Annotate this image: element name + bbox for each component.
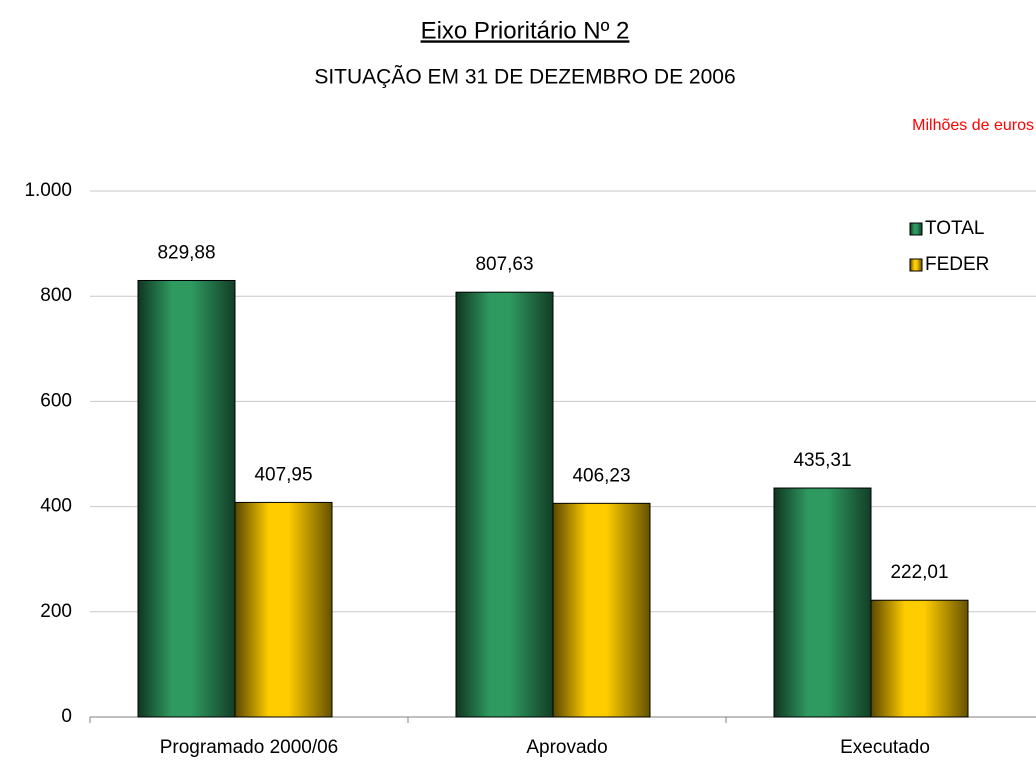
y-tick-label: 0: [61, 706, 72, 727]
bar: [234, 501, 333, 718]
value-label: 807,63: [475, 254, 533, 275]
legend-label: TOTAL: [925, 218, 984, 239]
chart-subtitle: SITUAÇÃO EM 31 DE DEZEMBRO DE 2006: [314, 65, 735, 89]
value-label: 407,95: [254, 464, 312, 485]
value-label: 222,01: [890, 562, 948, 583]
x-tick-label: Aprovado: [526, 737, 607, 758]
bar: [552, 502, 651, 718]
unit-note: Milhões de euros: [912, 117, 1034, 134]
bar: [870, 599, 969, 718]
legend-label: FEDER: [925, 254, 989, 275]
y-tick-label: 600: [40, 390, 72, 411]
value-label: 435,31: [793, 450, 851, 471]
y-tick-label: 200: [40, 601, 72, 622]
value-label: 406,23: [572, 465, 630, 486]
y-tick-label: 1.000: [24, 180, 72, 201]
y-tick-label: 800: [40, 285, 72, 306]
y-tick-label: 400: [40, 496, 72, 517]
x-tick-label: Executado: [840, 737, 930, 758]
bar: [455, 291, 554, 718]
bar: [773, 487, 872, 718]
legend-swatch: [909, 222, 923, 236]
value-label: 829,88: [157, 242, 215, 263]
legend-swatch: [909, 258, 923, 272]
chart-title: Eixo Prioritário Nº 2: [421, 17, 630, 44]
x-tick-label: Programado 2000/06: [160, 737, 339, 758]
bar: [137, 279, 236, 718]
